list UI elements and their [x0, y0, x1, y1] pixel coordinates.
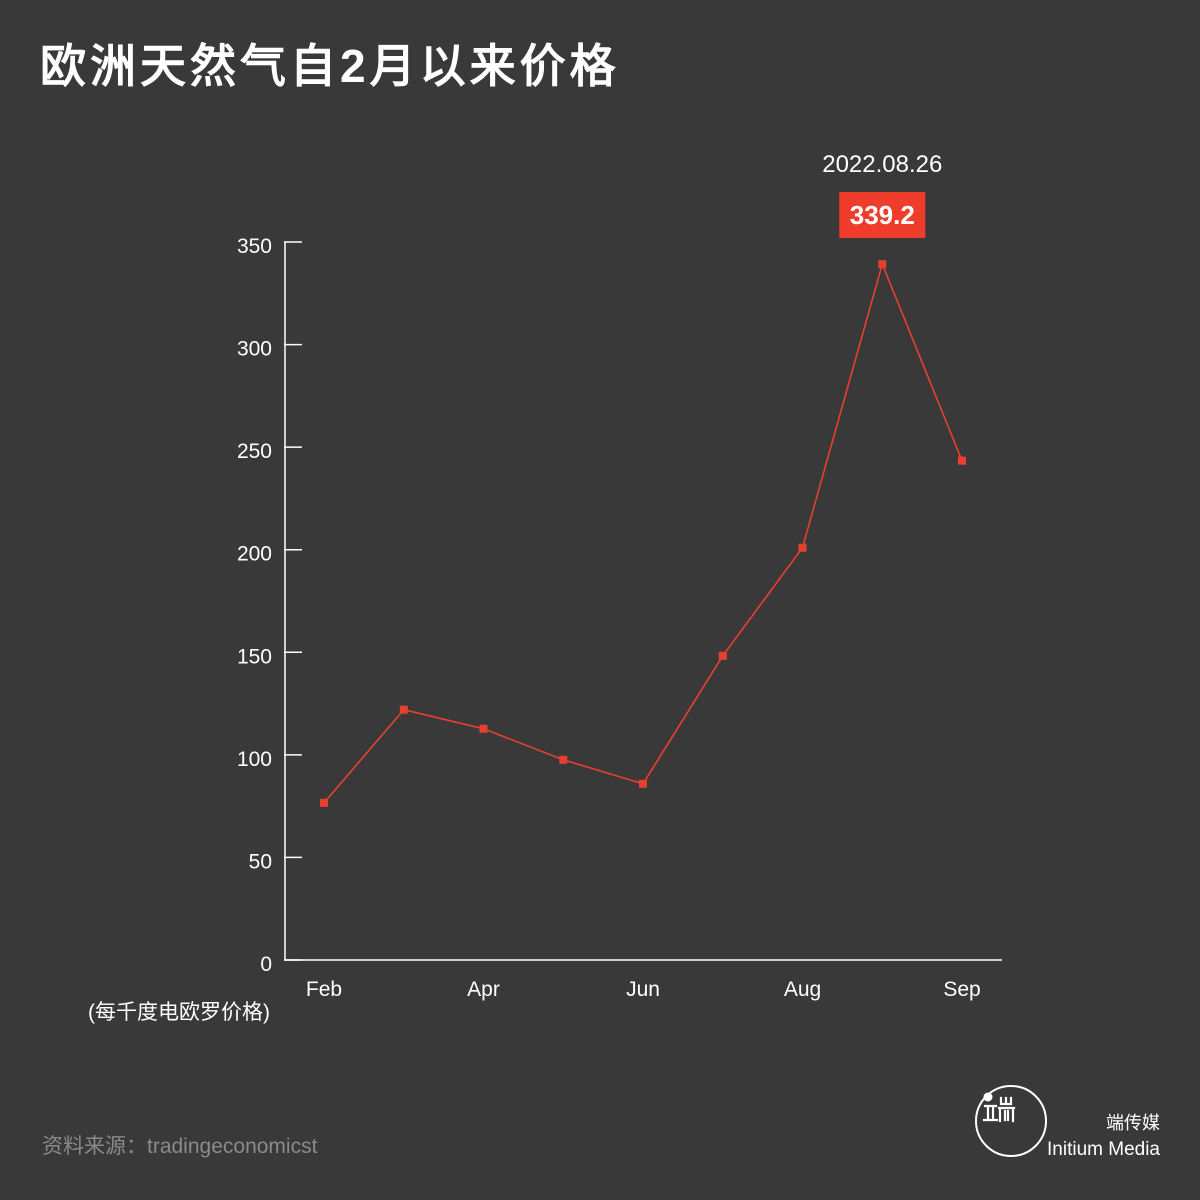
- logo-glyph-right: [997, 1096, 1016, 1123]
- x-tick-label: Sep: [943, 978, 980, 1001]
- data-point-marker: [399, 705, 408, 714]
- initium-logo-icon: [975, 1085, 1047, 1157]
- price-series: [320, 260, 966, 807]
- peak-value-label: 339.2: [850, 200, 915, 230]
- brand-name-chinese: 端传媒: [1106, 1113, 1160, 1133]
- y-axis-unit-label: (每千度电欧罗价格): [88, 1001, 270, 1024]
- y-tick-label: 50: [249, 850, 272, 873]
- x-tick-label: Feb: [306, 978, 342, 1001]
- logo-ring: [975, 1085, 1047, 1157]
- logo-dot: [983, 1092, 993, 1102]
- y-tick-label: 250: [237, 440, 272, 463]
- data-point-marker: [559, 755, 568, 764]
- peak-annotation: 2022.08.26 339.2: [822, 151, 942, 238]
- y-tick-label: 0: [260, 953, 272, 976]
- peak-value-box: [839, 192, 926, 238]
- data-point-marker: [798, 543, 807, 552]
- data-point-marker: [639, 779, 647, 788]
- x-tick-label: Jun: [626, 978, 660, 1001]
- y-tick-label: 100: [237, 748, 272, 771]
- x-tick-label: Apr: [467, 978, 500, 1001]
- y-tick-label: 200: [237, 543, 272, 566]
- source-note: 资料来源：tradingeconomicst: [42, 1135, 318, 1158]
- series-line: [323, 263, 963, 804]
- y-tick-label: 350: [237, 235, 272, 258]
- logo-glyph: [982, 1096, 1016, 1123]
- data-point-marker: [479, 724, 488, 733]
- brand-name-english: Initium Media: [1047, 1139, 1160, 1160]
- y-tick-label: 150: [237, 645, 272, 668]
- data-point-marker: [320, 798, 328, 807]
- data-point-marker: [878, 260, 887, 269]
- y-tick-label: 300: [237, 338, 272, 361]
- logo-glyph-left: [982, 1104, 999, 1122]
- x-axis-tick-labels: Feb Apr Jun Aug Sep: [306, 978, 981, 1001]
- data-point-marker: [718, 651, 727, 660]
- peak-date-label: 2022.08.26: [822, 151, 942, 178]
- y-axis-ticks: 0 50 100 150 200 250 300 350: [237, 235, 302, 976]
- chart-title: 欧洲天然气自2月以来价格: [40, 40, 620, 92]
- x-tick-label: Aug: [784, 978, 821, 1001]
- data-point-marker: [958, 456, 966, 465]
